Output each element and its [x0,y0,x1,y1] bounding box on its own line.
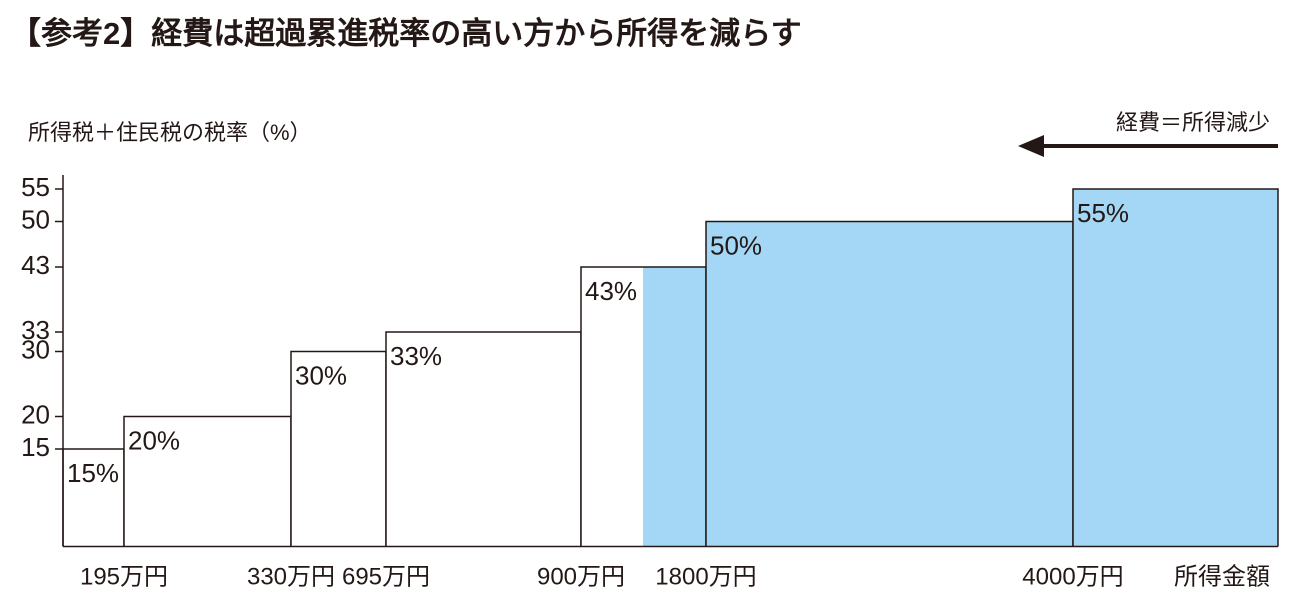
arrow-head [1018,135,1044,157]
chart-title: 【参考2】経費は超過累進税率の高い方から所得を減らす [10,16,802,51]
highlight-bar [706,221,1073,547]
x-axis-label: 所得金額 [1174,563,1270,590]
bar [63,449,124,547]
value-label: 30% [295,360,347,390]
highlight-bar [643,267,706,547]
x-boundary-label: 900万円 [537,563,625,590]
y-tick-label: 43 [21,250,50,280]
highlight-bar [1073,189,1278,547]
y-tick-label: 20 [21,399,50,429]
bar-outline [1072,188,1279,547]
x-boundary-label: 4000万円 [1022,563,1123,590]
bar [386,332,581,547]
x-boundary-label: 1800万円 [655,563,756,590]
x-boundary-label: 330万円 [247,563,335,590]
value-label: 43% [585,276,637,306]
y-tick-label: 15 [21,432,50,462]
value-label: 50% [710,230,762,260]
annotation: 経費＝所得減少 [1116,110,1270,135]
y-tick-label: 33 [21,315,50,345]
y-tick-label: 30 [21,334,50,364]
x-boundary-label: 195万円 [80,563,168,590]
y-axis-label: 所得税＋住民税の税率（%） [28,120,312,145]
y-tick-label: 50 [21,204,50,234]
bar [124,416,291,547]
y-tick-label: 55 [21,172,50,202]
value-label: 33% [390,341,442,371]
value-label: 20% [128,425,180,455]
value-label: 55% [1077,198,1129,228]
value-label: 15% [67,458,119,488]
bar [291,351,386,547]
x-boundary-label: 695万円 [342,563,430,590]
